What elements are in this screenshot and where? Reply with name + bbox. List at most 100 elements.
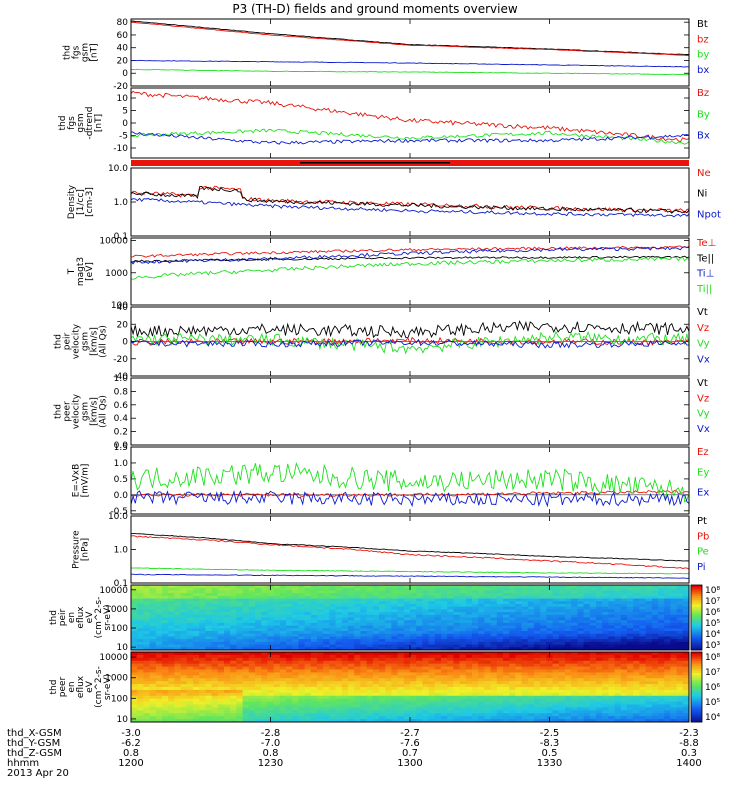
spectrogram-cell [174, 669, 181, 673]
spectrogram-cell [515, 620, 522, 624]
spectrogram-cell [298, 612, 305, 616]
spectrogram-cell [224, 684, 231, 688]
spectrogram-cell [658, 692, 665, 697]
spectrogram-cell [670, 678, 677, 682]
spectrogram-cell [292, 644, 299, 648]
spectrogram-cell [174, 695, 181, 700]
spectrogram-cell [620, 719, 628, 723]
spectrogram-cell [540, 654, 547, 659]
spectrogram-cell [670, 585, 677, 589]
spectrogram-cell [658, 620, 665, 624]
spectrogram-cell [360, 666, 367, 670]
spectrogram-cell [348, 684, 355, 688]
spectrogram-cell [627, 647, 634, 651]
spectrogram-cell [515, 689, 522, 694]
spectrogram-cell [174, 657, 181, 662]
spectrogram-cell [453, 675, 460, 679]
spectrogram-cell [248, 681, 256, 685]
spectrogram-cell [304, 628, 312, 632]
colorbar-tick-label: 10⁴ [705, 630, 720, 640]
spectrogram-cell [261, 587, 268, 591]
spectrogram-cell [503, 652, 510, 656]
spectrogram-cell [149, 689, 157, 694]
spectrogram-cell [627, 639, 634, 643]
spectrogram-cell [168, 609, 175, 613]
spectrogram-cell [521, 710, 529, 714]
spectrogram-cell [348, 716, 355, 720]
spectrogram-cell [335, 675, 343, 679]
spectrogram-cell [298, 595, 305, 599]
y-tick-label: 0.0 [114, 441, 129, 451]
spectrogram-cell [335, 614, 343, 618]
spectrogram-cell [515, 628, 522, 632]
spectrogram-cell [379, 716, 386, 720]
spectrogram-cell [366, 675, 374, 679]
spectrogram-cell [453, 695, 460, 700]
spectrogram-cell [298, 672, 305, 676]
spectrogram-cell [193, 620, 200, 624]
spectrogram-cell [664, 713, 671, 717]
spectrogram-cell [149, 692, 157, 697]
spectrogram-cell [552, 593, 560, 597]
spectrogram-cell [434, 606, 442, 610]
spectrogram-cell [546, 620, 553, 624]
spectrogram-cell [441, 698, 448, 702]
spectrogram-cell [478, 631, 485, 635]
spectrogram-cell [211, 614, 219, 618]
spectrogram-cell [391, 654, 398, 659]
spectrogram-cell [149, 590, 157, 594]
spectrogram-cell [329, 719, 336, 723]
spectrogram-cell [422, 612, 429, 616]
spectrogram-cell [447, 663, 454, 667]
y-tick-label: -5 [119, 132, 128, 142]
spectrogram-cell [472, 672, 479, 676]
spectrogram-cell [335, 617, 343, 621]
spectrogram-cell [391, 660, 398, 665]
orbit-value: -8.3 [540, 738, 560, 749]
spectrogram-cell [639, 675, 646, 679]
spectrogram-cell [335, 609, 343, 613]
spectrogram-cell [341, 644, 349, 648]
spectrogram-cell [633, 606, 640, 610]
spectrogram-cell [434, 595, 442, 599]
spectrogram-cell [298, 617, 305, 621]
spectrogram-cell [509, 654, 516, 659]
spectrogram-cell [255, 666, 262, 670]
spectrogram-cell [515, 614, 522, 618]
spectrogram-cell [515, 719, 522, 723]
spectrogram-cell [397, 593, 405, 597]
spectrogram-cell [310, 644, 318, 648]
spectrogram-cell [366, 587, 374, 591]
spectrogram-cell [335, 620, 343, 624]
spectrogram-cell [236, 672, 243, 676]
spectrogram-cell [447, 657, 454, 662]
spectrogram-cell [651, 687, 659, 691]
spectrogram-cell [379, 687, 386, 691]
spectrogram-cell [521, 617, 529, 621]
spectrogram-cell [416, 698, 423, 702]
legend-entry: Vt [697, 307, 708, 318]
spectrogram-cell [211, 631, 219, 635]
spectrogram-cell [236, 675, 243, 679]
spectrogram-cell [583, 606, 591, 610]
spectrogram-cell [230, 719, 237, 723]
spectrogram-cell [571, 716, 578, 720]
spectrogram-cell [496, 716, 504, 720]
spectrogram-cell [286, 620, 293, 624]
spectrogram-cell [459, 713, 467, 717]
spectrogram-cell [217, 633, 225, 637]
spectrogram-cell [571, 641, 578, 645]
spectrogram-cell [248, 593, 256, 597]
spectrogram-cell [422, 657, 429, 662]
spectrogram-cell [540, 647, 547, 651]
spectrogram-cell [416, 713, 423, 717]
spectrogram-cell [174, 716, 181, 720]
orbit-value: 0.7 [402, 748, 418, 759]
spectrogram-cell [552, 636, 560, 640]
spectrogram-cell [193, 687, 200, 691]
spectrogram-cell [453, 636, 460, 640]
spectrogram-cell [527, 716, 535, 720]
spectrogram-cell [242, 622, 250, 627]
spectrogram-cell [645, 704, 653, 708]
spectrogram-cell [515, 681, 522, 685]
